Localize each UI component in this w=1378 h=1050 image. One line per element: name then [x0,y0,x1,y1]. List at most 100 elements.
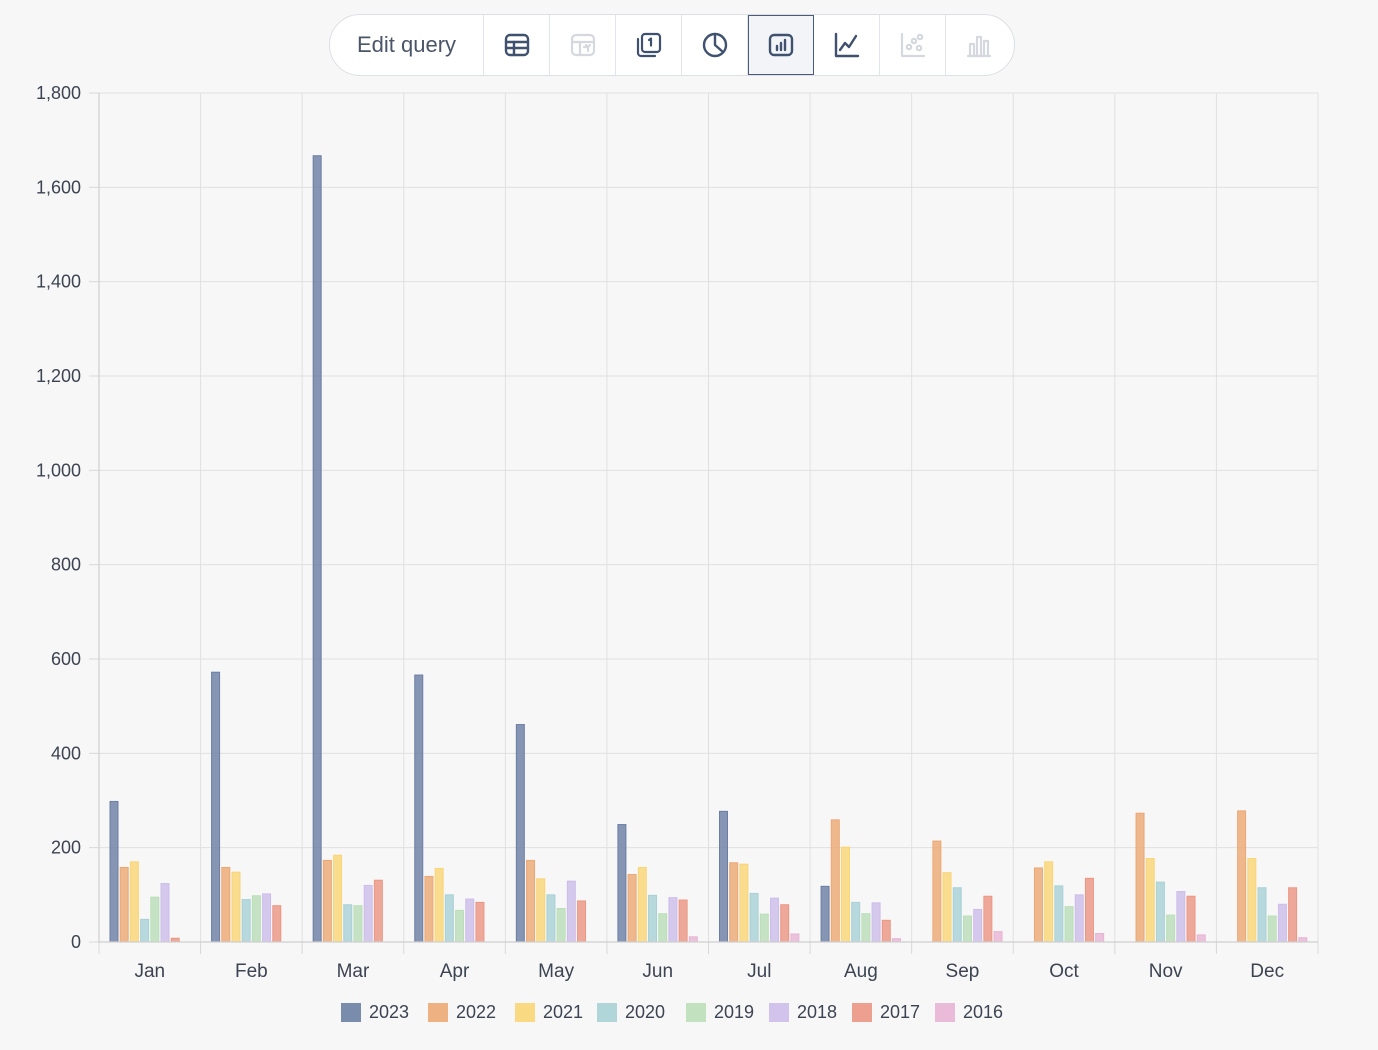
bar-2018-apr[interactable] [465,898,475,943]
bar-2022-nov[interactable] [1135,812,1145,943]
bar-2019-jun[interactable] [658,913,668,943]
bar-2021-oct[interactable] [1044,861,1054,943]
bar-2020-apr[interactable] [444,894,454,943]
bar-2019-jul[interactable] [759,913,769,943]
bar-2023-jan[interactable] [109,800,119,943]
bar-2019-feb[interactable] [251,895,261,943]
bar-2022-feb[interactable] [221,866,231,943]
bar-2016-jun[interactable] [688,936,698,943]
bar-2016-jul[interactable] [790,933,800,943]
bar-2018-oct[interactable] [1074,894,1084,943]
line-view-button[interactable] [814,15,880,75]
bar-2022-jun[interactable] [627,874,637,943]
bar-2023-jun[interactable] [617,824,627,943]
bar-2018-dec[interactable] [1277,903,1287,943]
scatter-view-button[interactable] [880,15,946,75]
bar-2022-apr[interactable] [424,875,434,943]
bar-2018-sep[interactable] [973,908,983,943]
bar-2021-jun[interactable] [637,866,647,943]
legend-item-2020[interactable]: 2020 [597,1002,665,1022]
bar-2022-aug[interactable] [830,819,840,943]
bar-2023-feb[interactable] [211,671,221,943]
bar-2023-jul[interactable] [719,810,728,943]
bar-2017-nov[interactable] [1186,895,1196,943]
bar-2018-feb[interactable] [262,893,272,943]
bar-2020-aug[interactable] [851,901,861,943]
bar-2018-jun[interactable] [668,897,678,943]
bar-2021-apr[interactable] [434,867,444,943]
bar-2020-feb[interactable] [241,899,251,943]
bar-2018-may[interactable] [566,880,576,943]
bar-2020-jan[interactable] [140,918,150,943]
bar-2017-feb[interactable] [272,905,282,943]
bar-2019-dec[interactable] [1267,915,1277,943]
bar-2020-sep[interactable] [952,887,962,943]
bar-2017-oct[interactable] [1084,877,1094,943]
bar-2016-sep[interactable] [993,931,1003,943]
bar-2020-oct[interactable] [1054,885,1064,943]
bar-2022-mar[interactable] [322,859,332,943]
bar-2022-dec[interactable] [1237,810,1247,943]
bar-2021-jul[interactable] [739,863,749,943]
bar-2023-may[interactable] [515,724,525,943]
bar-2022-jul[interactable] [729,862,739,943]
bar-2022-jan[interactable] [119,866,129,943]
bar-2020-dec[interactable] [1257,887,1267,943]
legend-item-2017[interactable]: 2017 [852,1002,920,1022]
bar-2022-sep[interactable] [932,840,942,943]
bar-2021-dec[interactable] [1247,858,1257,943]
bar-2022-oct[interactable] [1033,867,1043,943]
bar-2019-may[interactable] [556,908,566,943]
legend-item-2019[interactable]: 2019 [686,1002,754,1022]
bar-2018-nov[interactable] [1176,891,1186,943]
bar-2021-nov[interactable] [1145,858,1155,943]
histogram-view-button[interactable] [946,15,1012,75]
bar-2018-jul[interactable] [770,897,779,943]
bar-2017-dec[interactable] [1288,887,1298,943]
bar-2019-nov[interactable] [1166,914,1176,943]
bar-2020-jul[interactable] [749,892,759,943]
legend-item-2018[interactable]: 2018 [769,1002,837,1022]
bar-2019-oct[interactable] [1064,906,1074,943]
bar-2016-oct[interactable] [1095,933,1105,943]
edit-query-button[interactable]: Edit query [330,15,484,75]
bar-2017-may[interactable] [577,900,587,943]
bar-2021-mar[interactable] [333,854,343,943]
number-view-button[interactable] [616,15,682,75]
bar-2018-mar[interactable] [363,884,373,943]
bar-2021-jan[interactable] [129,861,139,943]
bar-2020-nov[interactable] [1155,881,1165,943]
bar-2020-jun[interactable] [648,894,658,943]
legend-item-2022[interactable]: 2022 [428,1002,496,1022]
bar-2017-aug[interactable] [881,919,891,943]
legend-item-2016[interactable]: 2016 [935,1002,1003,1022]
bar-2023-mar[interactable] [312,155,322,943]
legend-item-2021[interactable]: 2021 [515,1002,583,1022]
legend-item-2023[interactable]: 2023 [341,1002,409,1022]
bar-2021-may[interactable] [536,878,546,943]
bar-2023-aug[interactable] [820,885,830,943]
bar-2016-dec[interactable] [1298,937,1308,943]
bar-2019-aug[interactable] [861,913,871,943]
table-view-button[interactable] [484,15,550,75]
bar-2019-jan[interactable] [150,896,160,943]
pie-view-button[interactable] [682,15,748,75]
bar-2017-jun[interactable] [678,899,688,943]
bar-2017-jul[interactable] [780,904,790,943]
bar-2019-mar[interactable] [353,905,363,943]
bar-2017-apr[interactable] [475,901,485,943]
bar-2017-sep[interactable] [983,895,993,943]
bar-2022-may[interactable] [526,859,536,943]
bar-2021-sep[interactable] [942,872,952,943]
bar-2019-sep[interactable] [962,915,972,943]
bar-2020-may[interactable] [546,894,556,943]
bar-2017-mar[interactable] [373,879,383,943]
bar-2018-aug[interactable] [871,902,881,943]
bar-2021-aug[interactable] [840,846,850,943]
bar-view-button[interactable] [748,15,814,75]
bar-2016-nov[interactable] [1196,934,1206,943]
bar-2021-feb[interactable] [231,871,241,943]
bar-2019-apr[interactable] [455,909,465,943]
bar-2020-mar[interactable] [343,904,353,943]
bar-2018-jan[interactable] [160,883,170,943]
